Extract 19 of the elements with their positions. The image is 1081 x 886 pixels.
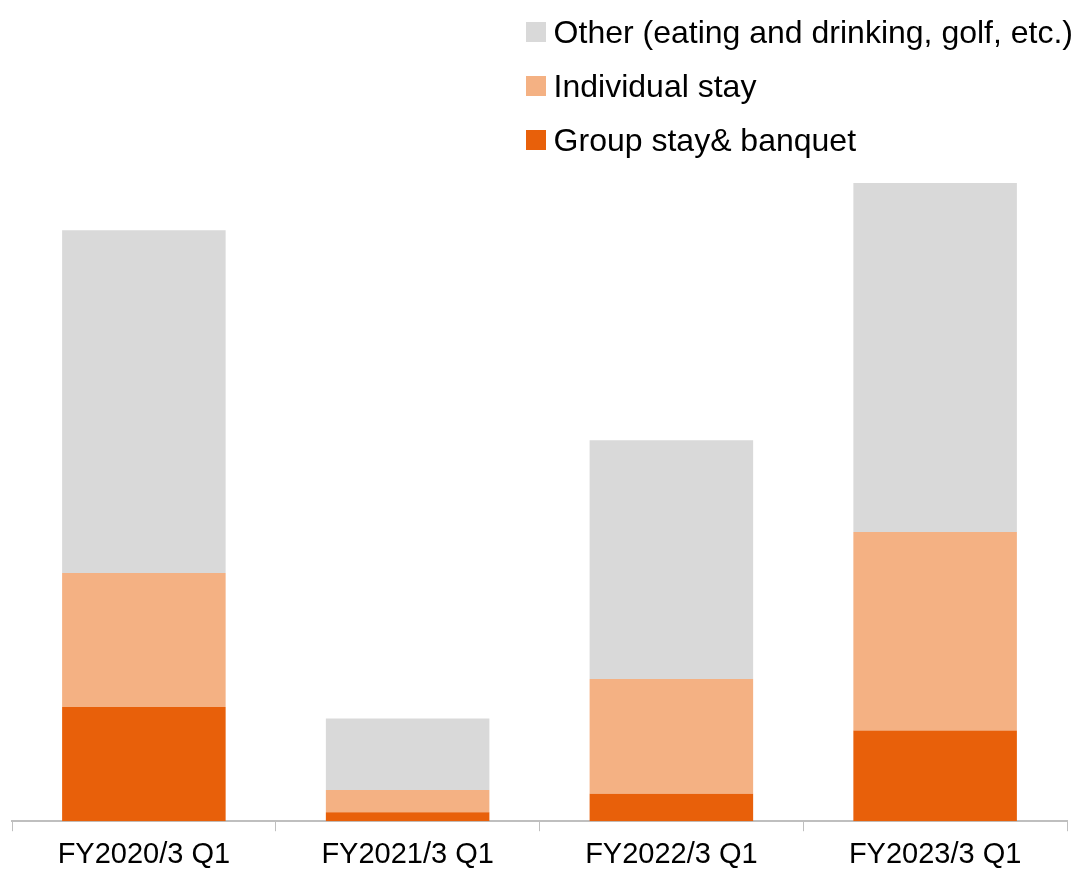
x-tick-label: FY2022/3 Q1: [585, 836, 758, 869]
bar: [325, 789, 490, 813]
x-tick-label: FY2023/3 Q1: [848, 836, 1022, 869]
bar: [62, 706, 226, 822]
bar: [325, 812, 490, 822]
bar: [853, 532, 1017, 731]
bar: [589, 678, 754, 794]
legend-label: Group stay& banquet: [553, 121, 857, 160]
bar: [853, 183, 1017, 533]
bar: [62, 572, 226, 707]
legend-label: Other (eating and drinking, golf, etc.): [553, 13, 1073, 52]
bar: [853, 730, 1017, 822]
legend-label: Individual stay: [553, 67, 757, 106]
bar: [589, 440, 754, 679]
x-tick-label: FY2020/3 Q1: [57, 836, 231, 869]
bar: [589, 793, 754, 822]
bar: [62, 230, 226, 573]
bar: [325, 718, 490, 790]
x-tick-label: FY2021/3 Q1: [321, 836, 494, 869]
